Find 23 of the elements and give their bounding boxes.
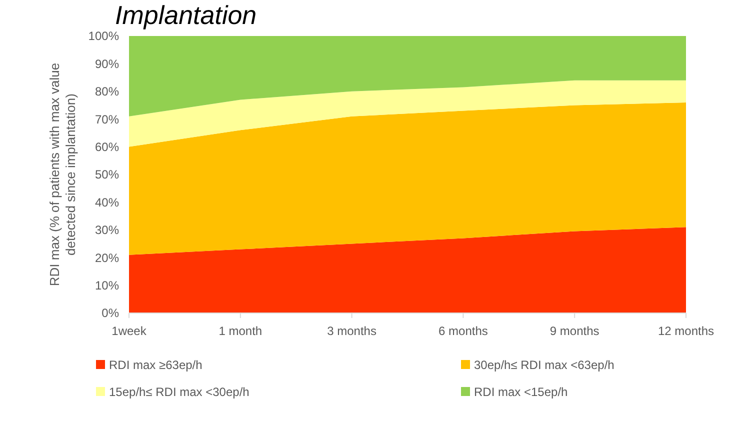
x-tick-label: 6 months	[438, 324, 488, 338]
y-tick-label: 30%	[94, 223, 120, 238]
legend-label: RDI max <15ep/h	[474, 385, 568, 400]
legend-label: 15ep/h≤ RDI max <30ep/h	[109, 385, 250, 400]
chart-title: Implantation	[115, 0, 257, 30]
y-axis-title: RDI max (% of patients with max value detected since implantation)	[47, 62, 78, 286]
legend-label: 30ep/h≤ RDI max <63ep/h	[474, 358, 614, 372]
y-tick-label: 40%	[94, 195, 120, 210]
y-tick-label: 80%	[94, 84, 120, 99]
x-tick-label: 3 months	[327, 324, 376, 338]
y-tick-label: 10%	[94, 278, 120, 292]
y-tick-label: 60%	[94, 140, 120, 154]
y-tick-label: 50%	[94, 168, 120, 182]
x-tick-label: 1week	[112, 324, 148, 338]
y-tick-label: 0%	[102, 306, 120, 320]
x-tick-label: 12 months	[658, 324, 714, 338]
x-tick-label: 1 month	[218, 324, 262, 338]
y-tick-label: 70%	[94, 112, 120, 126]
legend-label: RDI max ≥63ep/h	[109, 358, 202, 372]
y-tick-label: 20%	[94, 250, 120, 265]
x-tick-label: 9 months	[550, 324, 600, 338]
y-tick-label: 90%	[94, 56, 120, 71]
y-tick-label: 100%	[88, 29, 120, 44]
